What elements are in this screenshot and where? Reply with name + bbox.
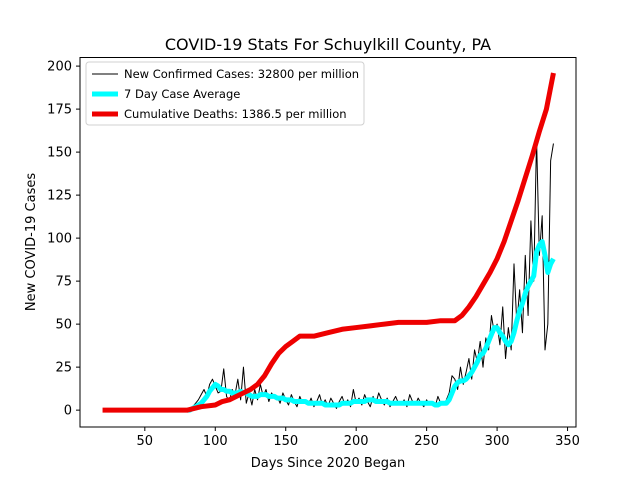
- y-tick-label: 200: [47, 60, 72, 75]
- series-line-2: [102, 72, 556, 413]
- legend: New Confirmed Cases: 32800 per million 7 …: [85, 61, 365, 126]
- series-line-1: [187, 239, 556, 413]
- legend-label-0: New Confirmed Cases: 32800 per million: [124, 67, 359, 81]
- x-tick-label: 150: [273, 434, 298, 449]
- y-tick-label: 100: [47, 232, 72, 247]
- series-line-0: [186, 137, 554, 411]
- legend-label-2: Cumulative Deaths: 1386.5 per million: [124, 107, 347, 121]
- y-tick-label: 0: [64, 404, 72, 419]
- y-tick-label: 50: [55, 318, 72, 333]
- y-tick-label: 25: [55, 361, 72, 376]
- y-tick-label: 150: [47, 146, 72, 161]
- y-tick-label: 125: [47, 189, 72, 204]
- legend-box: [85, 61, 365, 126]
- y-axis-title: New COVID-19 Cases: [24, 173, 39, 311]
- x-tick-label: 250: [414, 434, 439, 449]
- plot-frame: [79, 57, 577, 428]
- x-tick-label: 100: [203, 434, 228, 449]
- x-tick-label: 300: [485, 434, 510, 449]
- legend-label-1: 7 Day Case Average: [124, 87, 240, 101]
- y-tick-label: 75: [55, 275, 72, 290]
- x-axis-title: Days Since 2020 Began: [251, 456, 406, 471]
- y-tick-label: 175: [47, 103, 72, 118]
- x-tick-label: 350: [555, 434, 580, 449]
- ticks-layer: 50 100 150 200 250 300 350 0 25 50 75 100 125 150 175 2…: [47, 60, 580, 449]
- x-tick-label: 50: [137, 434, 154, 449]
- x-tick-label: 200: [344, 434, 369, 449]
- series-layer: [102, 72, 556, 413]
- chart-title: COVID-19 Stats For Schuylkill County, PA: [165, 35, 491, 54]
